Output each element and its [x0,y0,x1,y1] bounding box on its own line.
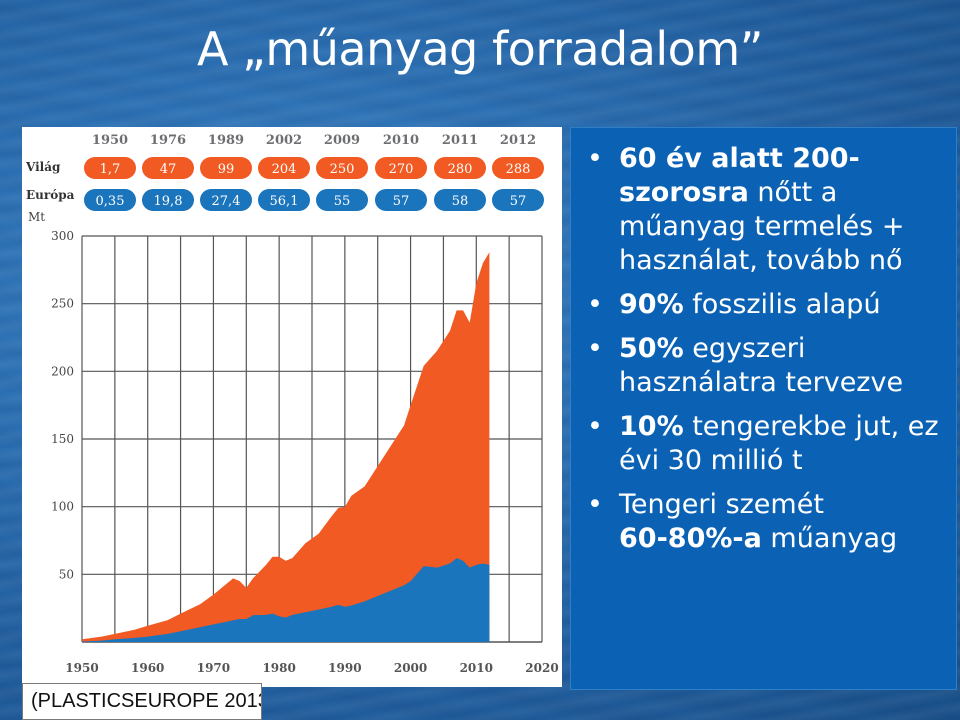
header-year: 1976 [150,133,186,148]
world-area-series [82,252,490,642]
bullet-list: • 60 év alatt 200-szorosra nőtt a műanya… [571,128,956,556]
world-value: 280 [448,162,473,177]
bullet-text: műanyag [761,523,898,554]
y-tick-label: 50 [59,567,74,581]
x-tick-label: 1990 [328,661,361,675]
europe-value: 55 [334,194,351,209]
europe-value-badge [142,189,194,211]
header-year: 1989 [208,133,244,148]
bullet-item: • 10% tengerekbe jut, ez évi 30 millió t [585,410,946,478]
europe-value-badge [200,189,252,211]
europe-value: 58 [452,194,469,209]
header-year: 2009 [324,133,360,148]
text-panel: • 60 év alatt 200-szorosra nőtt a műanya… [570,127,957,690]
header-year: 1950 [92,133,128,148]
europe-value-badge [84,189,136,211]
world-value: 204 [272,162,297,177]
bullet-dot-icon: • [587,411,603,442]
bullet-item: • 90% fosszilis alapú [585,288,946,322]
world-value-badge [316,157,368,179]
x-tick-label: 2000 [394,661,427,675]
bullet-item: • 60 év alatt 200-szorosra nőtt a műanya… [585,142,946,278]
y-tick-label: 250 [51,297,74,311]
europe-value: 27,4 [212,194,241,209]
world-value-badge [200,157,252,179]
chart-panel: 1950 1976 1989 2002 2009 2010 2011 2012 Világ Eur… [22,127,562,687]
europe-value: 57 [510,194,527,209]
europe-value: 57 [393,194,410,209]
bullet-strong: 50% [619,333,684,364]
bullet-dot-icon: • [587,333,603,364]
europe-value-badge [316,189,368,211]
bullet-text: nőtt a műanyag termelés + használat, tov… [619,177,905,276]
x-tick-label: 2020 [525,661,558,675]
world-value-badge [375,157,427,179]
europe-value-badge [375,189,427,211]
world-value-badge [434,157,486,179]
europe-value-badge [434,189,486,211]
bullet-dot-icon: • [587,143,603,174]
header-year: 2002 [266,133,302,148]
source-citation: (PLASTICSEUROPE 2013.) [22,683,262,720]
bullet-strong: 90% [619,289,684,320]
world-value-badge [142,157,194,179]
header-year: 2011 [442,133,478,148]
x-tick-label: 1980 [262,661,295,675]
x-tick-label: 1960 [131,661,164,675]
plastic-production-chart: 1950 1976 1989 2002 2009 2010 2011 2012 Világ Eur… [25,133,559,675]
y-tick-label: 100 [51,500,74,514]
bullet-item: • 50% egyszeri használatra tervezve [585,332,946,400]
world-value-badge [258,157,310,179]
bullet-item: • Tengeri szemét 60-80%-a műanyag [585,488,946,556]
x-tick-label: 2010 [460,661,493,675]
header-year: 2010 [383,133,419,148]
world-value: 250 [330,162,355,177]
europe-value-badge [492,189,544,211]
bullet-text: tengerekbe jut, ez évi 30 millió t [619,411,939,476]
europe-value: 0,35 [96,194,125,209]
world-row-label: Világ [25,160,61,174]
bullet-dot-icon: • [587,289,603,320]
world-value: 47 [160,162,177,177]
world-value-badge [492,157,544,179]
y-tick-label: 200 [51,364,74,378]
bullet-dot-icon: • [587,489,603,520]
bullet-strong: 60 év alatt 200-szorosra [619,143,860,208]
world-value: 1,7 [100,162,121,177]
x-tick-label: 1950 [65,661,98,675]
bullet-text: Tengeri szemét [619,489,824,520]
europe-row-label: Európa [26,188,75,202]
world-value: 270 [389,162,414,177]
bullet-strong: 10% [619,411,684,442]
bullet-strong: 60-80%-a [619,523,762,554]
y-axis-label: Mt [28,210,45,224]
y-tick-label: 300 [51,229,74,243]
bullet-text: fosszilis alapú [683,289,881,320]
x-tick-label: 1970 [197,661,230,675]
world-value: 288 [506,162,531,177]
europe-value: 56,1 [270,194,299,209]
slide-title: A „műanyag forradalom” [197,22,763,76]
world-value: 99 [218,162,235,177]
header-year: 2012 [500,133,536,148]
europe-value-badge [258,189,310,211]
world-value-badge [84,157,136,179]
europe-area-series [82,558,490,642]
y-tick-label: 150 [51,432,74,446]
bullet-text: egyszeri használatra tervezve [619,333,904,398]
europe-value: 19,8 [154,194,183,209]
